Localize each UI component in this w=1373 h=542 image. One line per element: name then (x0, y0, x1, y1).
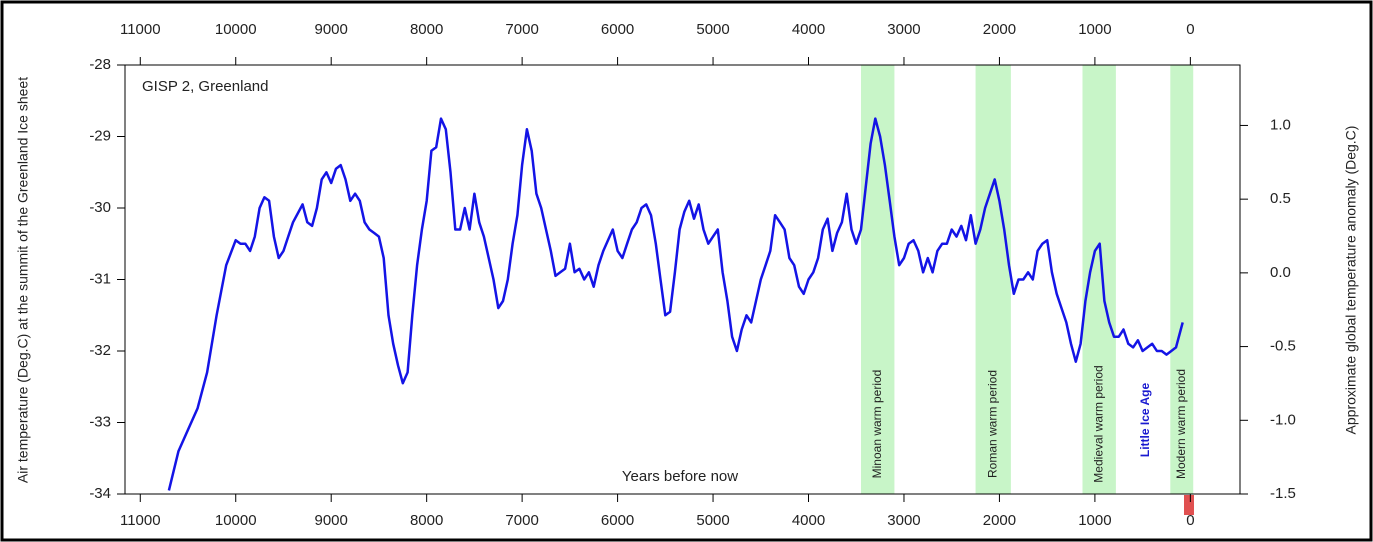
y2-tick-label: 0.5 (1270, 190, 1291, 207)
data-line (167, 117, 1184, 491)
y-tick-label: -29 (89, 127, 111, 144)
x-tick-label: 2000 (983, 21, 1016, 38)
y-tick-label: -30 (89, 199, 111, 216)
y-tick-label: -34 (89, 485, 111, 502)
x-tick-label: 1000 (1078, 512, 1111, 529)
period-label: Medieval warm period (1091, 365, 1105, 482)
annotation: GISP 2, Greenland (142, 78, 268, 95)
x-tick-label: 7000 (505, 21, 538, 38)
x-tick-label: 5000 (696, 21, 729, 38)
x-axis-title: Years before now (622, 468, 738, 485)
x-tick-label: 4000 (792, 21, 825, 38)
x-tick-label: 11000 (120, 512, 161, 529)
period-band (975, 65, 1011, 494)
x-tick-label: 1000 (1078, 21, 1111, 38)
y2-tick-label: -1.5 (1270, 485, 1296, 502)
period-band (861, 65, 895, 494)
period-band (1170, 65, 1194, 494)
x-tick-label: 7000 (505, 512, 538, 529)
x-tick-label: 3000 (887, 512, 920, 529)
x-tick-label: 0 (1186, 512, 1194, 529)
y2-tick-label: -0.5 (1270, 338, 1296, 355)
modern-marker (1184, 495, 1194, 515)
x-tick-label: 9000 (315, 21, 348, 38)
y2-tick-label: 1.0 (1270, 116, 1291, 133)
period-label: Modern warm period (1174, 369, 1188, 479)
little-ice-age-label: Little Ice Age (1138, 383, 1152, 458)
x-tick-label: 6000 (601, 21, 634, 38)
x-tick-label: 8000 (410, 21, 443, 38)
x-tick-label: 10000 (215, 512, 257, 529)
x-tick-label: 0 (1186, 21, 1194, 38)
y-axis-title: Air temperature (Deg.C) at the summit of… (15, 77, 31, 483)
period-label: Roman warm period (985, 370, 999, 478)
x-tick-label: 3000 (887, 21, 920, 38)
y2-axis-title: Approximate global temperature anomaly (… (1343, 126, 1359, 435)
x-tick-label: 2000 (983, 512, 1016, 529)
x-tick-label: 5000 (696, 512, 729, 529)
y2-tick-label: 0.0 (1270, 264, 1291, 281)
x-tick-label: 9000 (315, 512, 348, 529)
y2-tick-label: -1.0 (1270, 411, 1296, 428)
x-tick-label: 11000 (120, 21, 161, 38)
x-tick-label: 6000 (601, 512, 634, 529)
y-tick-label: -32 (89, 342, 111, 359)
period-label: Minoan warm period (870, 370, 884, 479)
x-tick-label: 8000 (410, 512, 443, 529)
y-tick-label: -33 (89, 413, 111, 430)
y-tick-label: -31 (89, 270, 111, 287)
x-tick-label: 10000 (215, 21, 257, 38)
x-tick-label: 4000 (792, 512, 825, 529)
bands (861, 65, 1194, 494)
y-tick-label: -28 (89, 56, 111, 73)
